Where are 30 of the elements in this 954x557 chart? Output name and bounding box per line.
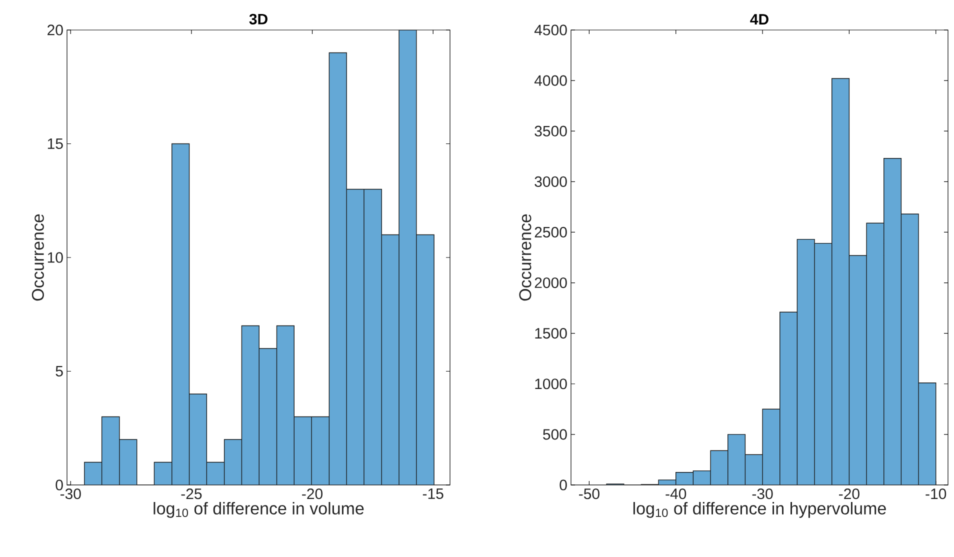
y-tick-label: 0	[56, 480, 63, 490]
y-axis-title: Occurrence	[519, 214, 532, 301]
y-tick-label: 15	[48, 138, 63, 149]
x-tick-label: -30	[752, 488, 773, 500]
x-tick-label: -15	[422, 488, 444, 499]
y-tick-label: 1500	[535, 328, 567, 339]
y-tick-label: 5	[56, 366, 63, 376]
x-tick-label: -20	[302, 488, 323, 500]
y-tick-label: 500	[543, 429, 567, 440]
x-tick-label: -40	[666, 488, 686, 500]
y-tick-label: 10	[48, 252, 63, 263]
y-tick-label: 2000	[534, 277, 567, 288]
y-tick-label: 2500	[534, 226, 567, 238]
x-tick-label: -20	[839, 488, 860, 500]
x-tick-label: -10	[926, 488, 946, 500]
y-axis-title: Occurrence	[32, 214, 44, 301]
chart-title: 4D	[750, 14, 768, 24]
x-tick-label: -25	[181, 488, 202, 500]
y-tick-label: 1000	[535, 378, 567, 390]
y-tick-label: 3000	[534, 176, 567, 187]
y-tick-label: 0	[560, 480, 567, 490]
x-tick-label: -30	[60, 488, 81, 500]
y-tick-label: 4000	[534, 75, 567, 86]
y-tick-label: 4500	[534, 24, 567, 36]
chart-title: 3D	[249, 14, 268, 24]
y-tick-label: 20	[48, 24, 63, 36]
y-tick-label: 3500	[534, 126, 567, 136]
x-axis-title: log$_{10}$ of difference in volume	[154, 502, 364, 518]
x-axis-title: log$_{10}$ of difference in hypervolume	[633, 502, 886, 518]
x-tick-label: -50	[579, 488, 600, 500]
